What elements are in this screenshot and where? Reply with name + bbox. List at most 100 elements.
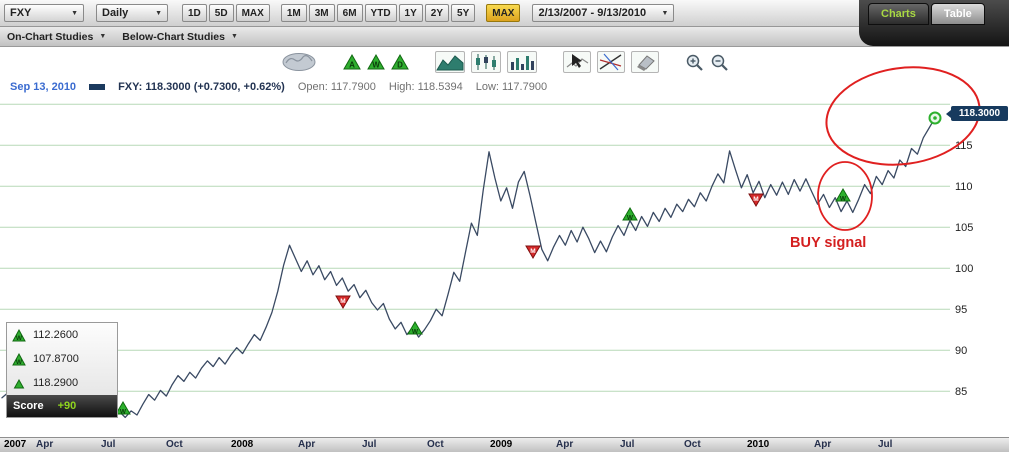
eraser-tool-icon[interactable] (630, 51, 659, 73)
range-button-5y[interactable]: 5Y (451, 4, 476, 22)
y-axis-label: 95 (955, 304, 967, 316)
svg-text:W: W (840, 196, 847, 203)
buy-signal-marker[interactable]: W (835, 188, 851, 203)
sell-signal-marker[interactable]: M (525, 245, 541, 259)
date-range-label: 2/13/2007 - 9/13/2010 (538, 7, 647, 19)
range-button-6m[interactable]: 6M (336, 4, 363, 22)
symbol-select[interactable]: FXY ▼ (4, 4, 84, 22)
range-button-max-active[interactable]: MAX (486, 4, 521, 22)
pointer-tool-icon[interactable] (562, 51, 591, 73)
range-button-2y[interactable]: 2Y (424, 4, 450, 22)
range-button-ytd[interactable]: YTD (364, 4, 397, 22)
scan-a-icon[interactable]: A (342, 53, 361, 71)
view-tab-band: Charts Table (859, 0, 1009, 46)
current-price-circle-annotation (825, 66, 981, 166)
tab-charts[interactable]: Charts (868, 3, 929, 25)
legend-value: 112.2600 (33, 329, 79, 341)
series-color-swatch (89, 84, 106, 90)
mountain-chart-icon[interactable] (434, 51, 465, 73)
scan-w-icon[interactable]: W (366, 53, 385, 71)
chevron-down-icon: ▼ (71, 9, 78, 17)
y-axis-label: 90 (955, 345, 967, 357)
scan-a-letter: A (349, 61, 355, 70)
range-button-1m[interactable]: 1M (280, 4, 307, 22)
tab-table[interactable]: Table (930, 3, 985, 25)
brain-icon[interactable] (281, 51, 317, 73)
buy-triangle-icon: W (12, 352, 26, 366)
period-label: Daily (102, 7, 129, 19)
buy-signal-marker[interactable]: W (407, 321, 423, 336)
x-axis-label: Jul (878, 439, 893, 450)
x-axis-label: 2009 (490, 439, 513, 450)
x-axis-label: Jul (101, 439, 116, 450)
x-axis: 2007 Apr Jul Oct 2008 Apr Jul Oct 2009 Apr Jul Oct 2… (0, 437, 1009, 452)
range-button-1d[interactable]: 1D (182, 4, 207, 22)
x-axis-label: Apr (298, 439, 316, 450)
sell-signal-marker[interactable]: M (335, 295, 351, 309)
zoom-out-icon[interactable] (710, 53, 729, 72)
x-axis-label: Oct (684, 439, 701, 450)
sell-signal-marker[interactable]: M (748, 193, 764, 207)
range-button-5d[interactable]: 5D (208, 4, 234, 22)
buy-signal-marker[interactable]: W (622, 207, 638, 222)
on-chart-studies-label: On-Chart Studies (7, 30, 94, 43)
scan-d-icon[interactable]: D (390, 53, 409, 71)
x-axis-label: Apr (814, 439, 832, 450)
score-value: +90 (57, 400, 77, 412)
legend-score-row: Score +90 (7, 395, 117, 417)
svg-text:W: W (412, 329, 419, 336)
legend-value: 118.2900 (33, 377, 79, 389)
quote-low: Low: 117.7900 (475, 81, 548, 93)
chevron-down-icon: ▼ (99, 33, 107, 40)
zoom-in-icon[interactable] (685, 53, 704, 72)
top-toolbar: FXY ▼ Daily ▼ 1D 5D MAX 1M 3M 6M YTD 1Y … (0, 0, 1009, 27)
on-chart-studies-dropdown[interactable]: On-Chart Studies ▼ (7, 31, 106, 43)
svg-text:W: W (16, 359, 23, 366)
chart-card: A W D (0, 46, 1009, 452)
legend-item[interactable]: W 112.2600 (7, 323, 117, 347)
chart-icon-toolbar: A W D (0, 46, 1009, 78)
scan-d-letter: D (397, 61, 403, 70)
candlestick-chart-icon[interactable] (470, 51, 501, 73)
quote-summary: FXY: 118.3000 (+0.7300, +0.62%) (118, 81, 285, 93)
below-chart-studies-label: Below-Chart Studies (122, 30, 225, 43)
x-axis-label: Oct (427, 439, 444, 450)
signal-legend: W 112.2600 W 107.8700 118.2900 Score +90 (6, 322, 118, 418)
chevron-down-icon: ▼ (230, 33, 238, 40)
x-axis-label: Jul (362, 439, 377, 450)
legend-item[interactable]: W 107.8700 (7, 347, 117, 371)
last-price-tag: 118.3000 (946, 106, 1008, 121)
score-label: Score (13, 400, 44, 412)
history-range-group: 1M 3M 6M YTD 1Y 2Y 5Y (280, 4, 477, 22)
below-chart-studies-dropdown[interactable]: Below-Chart Studies ▼ (122, 31, 238, 43)
y-axis-label: 105 (955, 222, 973, 234)
date-range-select[interactable]: 2/13/2007 - 9/13/2010 ▼ (532, 4, 675, 22)
buy-signal-annotation: BUY signal (790, 235, 866, 251)
quote-header: Sep 13, 2010 FXY: 118.3000 (+0.7300, +0.… (0, 78, 1009, 96)
studies-toolbar: On-Chart Studies ▼ Below-Chart Studies ▼ (0, 27, 1009, 47)
y-axis-label: 110 (955, 181, 973, 193)
volume-bars-icon[interactable] (506, 51, 537, 73)
x-axis-label: Apr (556, 439, 574, 450)
range-button-max-intraday[interactable]: MAX (235, 4, 270, 22)
legend-item[interactable]: 118.2900 (7, 371, 117, 395)
range-button-3m[interactable]: 3M (308, 4, 335, 22)
symbol-label: FXY (10, 7, 32, 19)
x-axis-label: 2010 (747, 439, 770, 450)
period-select[interactable]: Daily ▼ (96, 4, 168, 22)
quote-high: High: 118.5394 (388, 81, 463, 93)
price-line (1, 117, 936, 419)
y-axis-label: 85 (955, 386, 967, 398)
svg-text:W: W (627, 215, 634, 222)
buy-signal-marker[interactable]: W (115, 401, 131, 416)
drawing-tools-icon[interactable] (596, 51, 625, 73)
y-axis-label: 100 (955, 263, 973, 275)
buy-triangle-icon: W (12, 328, 26, 342)
intraday-range-group: 1D 5D MAX (182, 4, 272, 22)
quote-open: Open: 117.7900 (297, 81, 376, 93)
buy-signal-circle-annotation (817, 161, 873, 231)
range-button-1y[interactable]: 1Y (398, 4, 423, 22)
